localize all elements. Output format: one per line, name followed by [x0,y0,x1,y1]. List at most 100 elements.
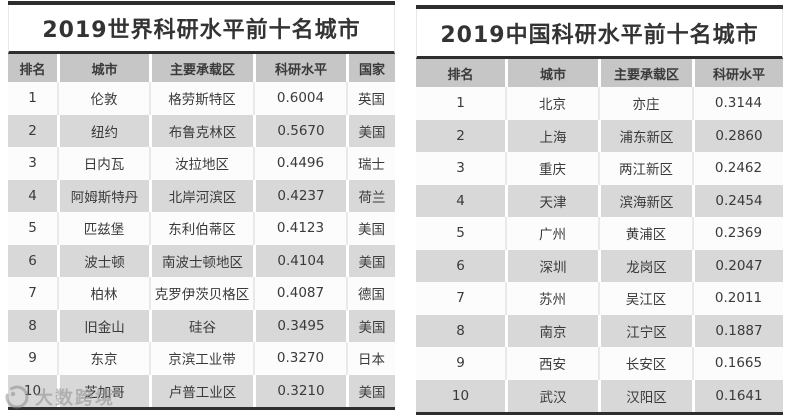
table-cell: 美国 [346,212,395,245]
table-cell: 南波士顿地区 [149,244,253,277]
column-header: 国家 [346,54,395,82]
table-row: 6 波士顿 南波士顿地区 0.4104 美国 [8,244,395,277]
table-cell: 0.4104 [253,244,346,277]
table-cell: 江宁区 [598,314,692,347]
world-research-table: 2019世界科研水平前十名城市 排名 城市 主要承载区 科研水平 国家 1 伦敦 格劳斯特区 0… [8,1,395,410]
table-cell: 0.4123 [253,212,346,245]
column-header: 排名 [416,59,505,87]
table-cell: 纽约 [57,114,149,147]
column-header: 城市 [57,54,149,82]
table-cell: 10 [8,374,57,407]
table-cell: 0.3144 [692,87,783,120]
table-cell: 东京 [57,342,149,375]
table-cell: 芝加哥 [57,374,149,407]
table-cell: 8 [416,314,505,347]
china-research-table: 2019中国科研水平前十名城市 排名 城市 主要承载区 科研水平 1 北京 亦庄 0.3144… [416,5,783,415]
table-row: 1 伦敦 格劳斯特区 0.6004 英国 [8,82,395,115]
table-cell: 2 [8,114,57,147]
table-cell: 0.3270 [253,342,346,375]
table-cell: 6 [8,244,57,277]
column-header: 排名 [8,54,57,82]
table-cell: 9 [8,342,57,375]
table-row: 5 匹兹堡 东利伯蒂区 0.4123 美国 [8,212,395,245]
table-cell: 北岸河滨区 [149,179,253,212]
table-cell: 7 [416,282,505,315]
table-cell: 长安区 [598,347,692,380]
column-header: 城市 [505,59,598,87]
table-cell: 4 [416,184,505,217]
table-cell: 2 [416,119,505,152]
table-cell: 龙岗区 [598,249,692,282]
table-cell: 滨海新区 [598,184,692,217]
column-header: 主要承载区 [149,54,253,82]
header-row: 排名 城市 主要承载区 科研水平 [416,59,783,87]
table-cell: 美国 [346,309,395,342]
table-cell: 北京 [505,87,598,120]
column-header: 主要承载区 [598,59,692,87]
table-cell: 1 [8,82,57,115]
table-cell: 亦庄 [598,87,692,120]
table-cell: 美国 [346,374,395,407]
table-row: 4 阿姆斯特丹 北岸河滨区 0.4237 荷兰 [8,179,395,212]
table-cell: 7 [8,277,57,310]
table-cell: 10 [416,379,505,412]
table-row: 3 重庆 两江新区 0.2462 [416,152,783,185]
table-row: 8 南京 江宁区 0.1887 [416,314,783,347]
table-cell: 0.2462 [692,152,783,185]
table-cell: 汝拉地区 [149,147,253,180]
table-cell: 武汉 [505,379,598,412]
table-cell: 伦敦 [57,82,149,115]
table-row: 4 天津 滨海新区 0.2454 [416,184,783,217]
table-cell: 东利伯蒂区 [149,212,253,245]
table-cell: 广州 [505,217,598,250]
table-cell: 格劳斯特区 [149,82,253,115]
table-cell: 0.6004 [253,82,346,115]
table-cell: 硅谷 [149,309,253,342]
table-row: 7 苏州 吴江区 0.2011 [416,282,783,315]
table-cell: 吴江区 [598,282,692,315]
table-cell: 波士顿 [57,244,149,277]
table-cell: 重庆 [505,152,598,185]
table-cell: 美国 [346,244,395,277]
world-research-data-grid: 排名 城市 主要承载区 科研水平 国家 1 伦敦 格劳斯特区 0.6004 英国 2 纽约 布鲁克林区 0… [8,54,395,410]
table-cell: 0.2454 [692,184,783,217]
table-cell: 1 [416,87,505,120]
table-cell: 汉阳区 [598,379,692,412]
table-cell: 上海 [505,119,598,152]
table-cell: 深圳 [505,249,598,282]
table-cell: 8 [8,309,57,342]
table-cell: 英国 [346,82,395,115]
table-cell: 0.1641 [692,379,783,412]
table-cell: 克罗伊茨贝格区 [149,277,253,310]
table-row: 7 柏林 克罗伊茨贝格区 0.4087 德国 [8,277,395,310]
table-cell: 浦东新区 [598,119,692,152]
table-cell: 柏林 [57,277,149,310]
table-cell: 0.4237 [253,179,346,212]
table-title: 2019中国科研水平前十名城市 [416,9,783,59]
table-cell: 黄浦区 [598,217,692,250]
table-cell: 0.2860 [692,119,783,152]
table-cell: 日内瓦 [57,147,149,180]
table-cell: 0.4087 [253,277,346,310]
table-cell: 布鲁克林区 [149,114,253,147]
table-row: 6 深圳 龙岗区 0.2047 [416,249,783,282]
table-cell: 5 [8,212,57,245]
table-cell: 0.2011 [692,282,783,315]
column-header: 科研水平 [692,59,783,87]
header-row: 排名 城市 主要承载区 科研水平 国家 [8,54,395,82]
table-cell: 南京 [505,314,598,347]
table-cell: 0.5670 [253,114,346,147]
table-row: 3 日内瓦 汝拉地区 0.4496 瑞士 [8,147,395,180]
table-cell: 6 [416,249,505,282]
table-cell: 德国 [346,277,395,310]
table-cell: 京滨工业带 [149,342,253,375]
table-cell: 阿姆斯特丹 [57,179,149,212]
table-cell: 0.3210 [253,374,346,407]
table-row: 2 纽约 布鲁克林区 0.5670 美国 [8,114,395,147]
table-row: 1 北京 亦庄 0.3144 [416,87,783,120]
table-cell: 天津 [505,184,598,217]
table-cell: 苏州 [505,282,598,315]
table-cell: 0.3495 [253,309,346,342]
table-row: 2 上海 浦东新区 0.2860 [416,119,783,152]
table-cell: 两江新区 [598,152,692,185]
